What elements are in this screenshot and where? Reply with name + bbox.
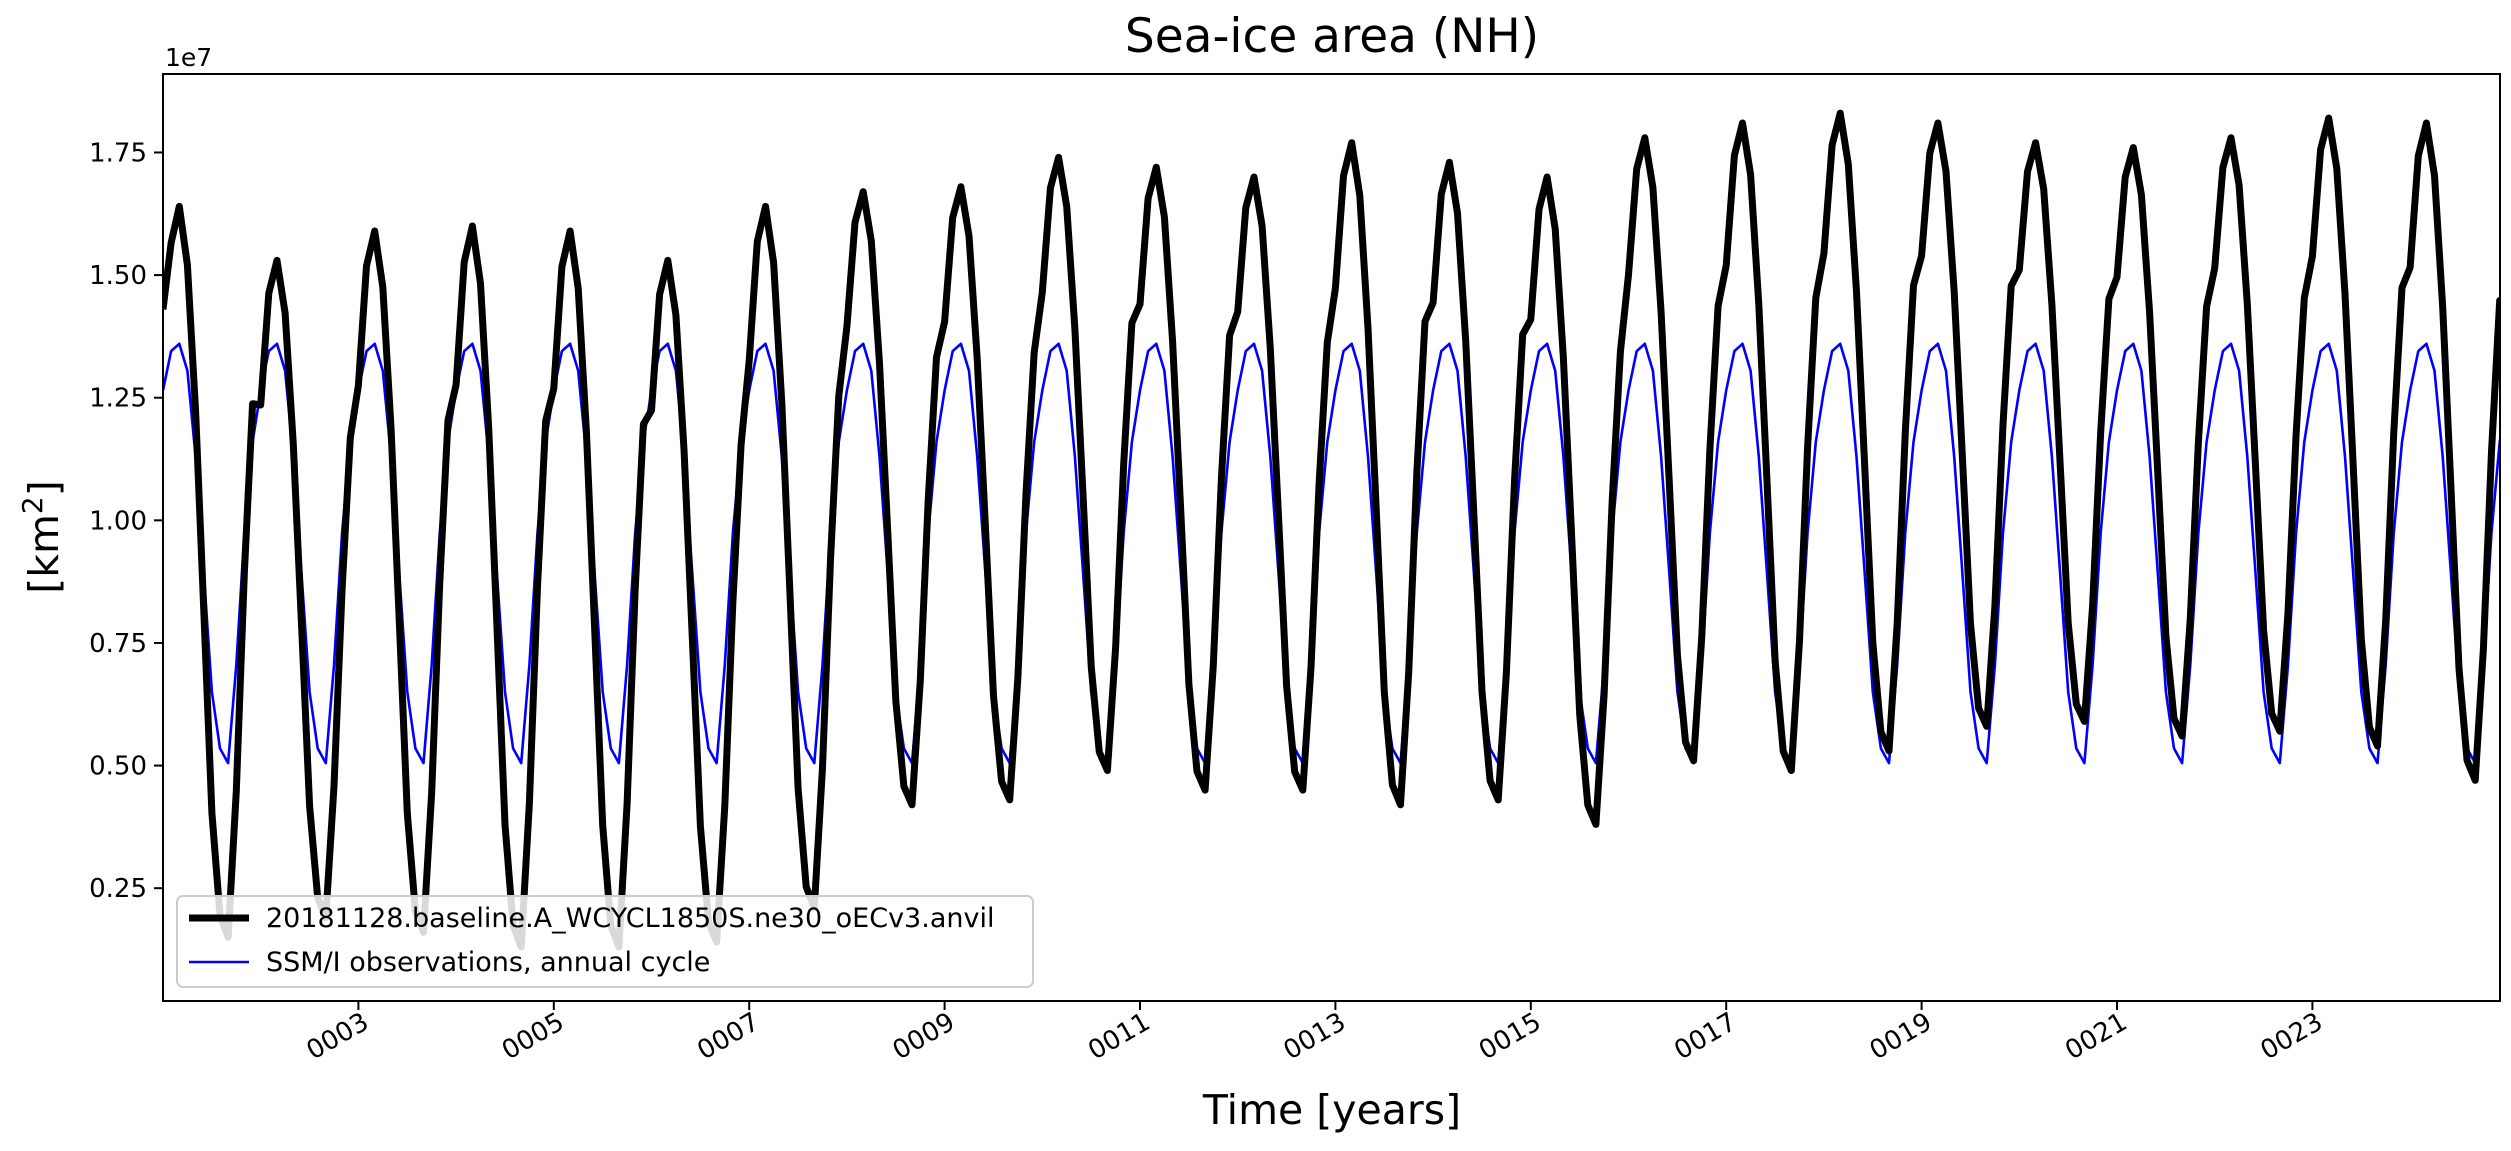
y-axis-label: [km2] (16, 480, 68, 594)
y-axis-label-close: ] (20, 480, 68, 496)
series-line-model (163, 109, 2500, 951)
chart-title: Sea-ice area (NH) (1125, 9, 1539, 64)
y-tick-label: 1.75 (89, 138, 147, 168)
y-tick-label: 1.00 (89, 506, 147, 536)
legend-label-model: 20181128.baseline.A_WCYCL1850S.ne30_oECv… (266, 903, 994, 934)
legend: 20181128.baseline.A_WCYCL1850S.ne30_oECv… (176, 895, 1034, 988)
y-tick-label: 1.25 (89, 384, 147, 414)
x-axis-label: Time [years] (1202, 1086, 1461, 1134)
plot-frame (162, 73, 2501, 1002)
y-tick-label: 0.50 (89, 752, 147, 782)
y-axis-label-superscript: 2 (16, 496, 49, 514)
y-tick-label: 0.25 (89, 874, 147, 904)
y-tick-label: 0.75 (89, 629, 147, 659)
y-axis-label-base: [km (20, 514, 68, 594)
legend-label-observations: SSM/I observations, annual cycle (266, 947, 710, 978)
y-tick-label: 1.50 (89, 261, 147, 291)
legend-box (176, 895, 1034, 988)
y-offset-label: 1e7 (165, 43, 212, 72)
